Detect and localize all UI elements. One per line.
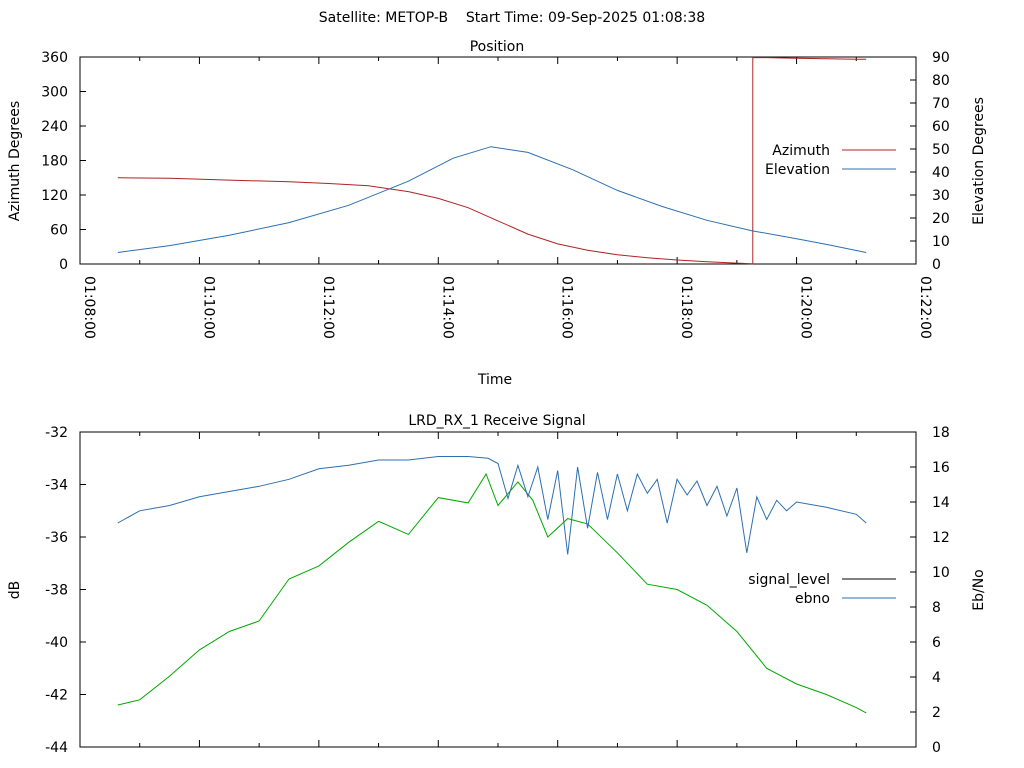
y2-tick-label: 10 <box>932 234 950 250</box>
x-tick-label: 01:14:00 <box>439 276 455 339</box>
series-line-azimuth <box>752 57 867 60</box>
position-panel: Position Azimuth Degrees Elevation Degre… <box>7 39 987 388</box>
signal-panel: LRD_RX_1 Receive Signal dB Eb/No -44-42-… <box>7 413 987 756</box>
legend-label-signal-level: signal_level <box>748 572 830 588</box>
x-tick-label: 01:18:00 <box>678 276 694 339</box>
y2-tick-label: 14 <box>932 495 950 511</box>
y-tick-label: -38 <box>45 583 68 599</box>
position-plot-frame <box>79 56 917 265</box>
y-tick-label: -42 <box>45 688 68 704</box>
y2-tick-label: 4 <box>932 670 941 686</box>
y2-tick-label: 10 <box>932 565 950 581</box>
position-series <box>117 57 867 265</box>
signal-title: LRD_RX_1 Receive Signal <box>408 413 585 429</box>
signal-y2label: Eb/No <box>971 569 987 611</box>
y-tick-label: 120 <box>41 188 68 204</box>
legend-label-azimuth: Azimuth <box>772 143 830 159</box>
y-tick-label: 180 <box>41 154 68 170</box>
y2-tick-label: 50 <box>932 142 950 158</box>
position-y2label: Elevation Degrees <box>971 97 987 225</box>
y2-tick-label: 6 <box>932 635 941 651</box>
x-tick-label: 01:08:00 <box>81 276 97 339</box>
signal-series <box>117 456 867 714</box>
x-tick-label: 01:12:00 <box>320 276 336 339</box>
y-tick-label: -32 <box>45 425 68 441</box>
x-tick-label: 01:10:00 <box>200 276 216 339</box>
position-legend: Azimuth Elevation <box>765 143 896 178</box>
y2-tick-label: 8 <box>932 600 941 616</box>
y2-tick-label: 12 <box>932 530 950 546</box>
position-ylabel: Azimuth Degrees <box>7 101 23 221</box>
figure-title: Satellite: METOP-B Start Time: 09-Sep-20… <box>319 10 705 26</box>
y2-tick-label: 2 <box>932 705 941 721</box>
x-tick-label: 01:20:00 <box>798 276 814 339</box>
legend-label-ebno: ebno <box>795 591 830 607</box>
y-tick-label: 360 <box>41 50 68 66</box>
y2-tick-label: 0 <box>932 257 941 273</box>
y2-tick-label: 0 <box>932 740 941 756</box>
y2-tick-label: 90 <box>932 50 950 66</box>
signal-axes: -44 -42 -40 -38 -36 -34 -32 0 2 4 6 8 10 12 14 16 18 <box>45 425 950 756</box>
series-line-elevation <box>117 146 867 253</box>
y-tick-label: 240 <box>41 119 68 135</box>
x-tick-label: 01:22:00 <box>917 276 933 339</box>
signal-plot-frame <box>79 431 917 748</box>
y2-tick-label: 18 <box>932 425 950 441</box>
y2-tick-label: 20 <box>932 211 950 227</box>
y2-tick-label: 40 <box>932 165 950 181</box>
y-tick-label: 300 <box>41 85 68 101</box>
y-tick-label: -44 <box>45 740 68 756</box>
y-tick-label: -40 <box>45 635 68 651</box>
y-tick-label: -36 <box>45 530 68 546</box>
series-line-ebno <box>117 456 867 555</box>
y2-tick-label: 70 <box>932 96 950 112</box>
legend-label-elevation: Elevation <box>765 162 830 178</box>
y-tick-label: 0 <box>59 257 68 273</box>
y-tick-label: -34 <box>45 478 68 494</box>
series-line-signal-level <box>117 472 867 714</box>
y2-tick-label: 60 <box>932 119 950 135</box>
y2-tick-label: 80 <box>932 73 950 89</box>
position-xlabel: Time <box>477 372 512 388</box>
signal-ylabel: dB <box>7 581 23 600</box>
x-tick-label: 01:16:00 <box>559 276 575 339</box>
position-title: Position <box>470 39 525 55</box>
y2-tick-label: 30 <box>932 188 950 204</box>
y-tick-label: 60 <box>50 223 68 239</box>
position-axes: 0 60 120 180 240 300 360 0 10 20 30 40 50 60 70 80 90 01:… <box>41 50 950 339</box>
series-line-azimuth <box>117 177 753 265</box>
y2-tick-label: 16 <box>932 460 950 476</box>
